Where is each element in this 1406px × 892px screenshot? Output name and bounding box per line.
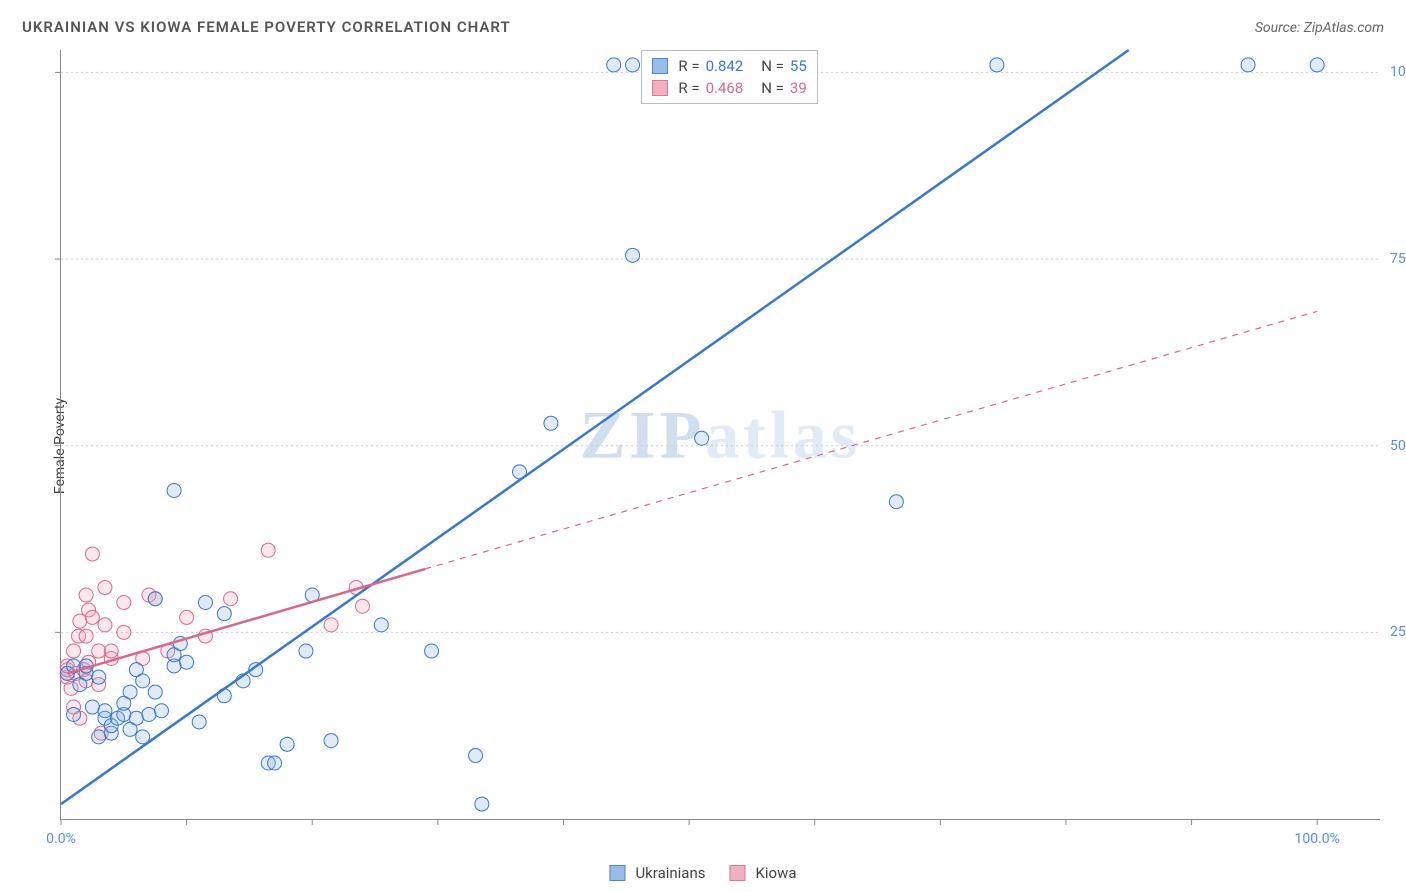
legend-swatch-ukrainians [609,865,625,881]
chart-title: UKRAINIAN VS KIOWA FEMALE POVERTY CORREL… [22,18,511,36]
r-label: R = [678,77,699,99]
r-value-ukrainians: 0.842 [706,55,744,77]
x-tick-label: 0.0% [46,831,76,847]
legend-swatch-kiowa [730,865,746,881]
legend-label-kiowa: Kiowa [756,864,797,882]
legend-label-ukrainians: Ukrainians [635,864,705,882]
correlation-stats-box: R = 0.842 N = 55 R = 0.468 N = 39 [641,50,817,104]
r-label: R = [678,55,699,77]
plot-area: ZIPatlas R = 0.842 N = 55 R = 0.468 N = … [60,50,1380,820]
chart-container: UKRAINIAN VS KIOWA FEMALE POVERTY CORREL… [0,0,1406,892]
n-label: N = [761,77,784,99]
stats-row-kiowa: R = 0.468 N = 39 [652,77,806,99]
legend-item-ukrainians: Ukrainians [609,864,705,882]
y-tick-label: 100.0% [1390,64,1406,80]
source-attribution: Source: ZipAtlas.com [1255,20,1384,36]
x-tick-label: 100.0% [1294,831,1339,847]
n-value-ukrainians: 55 [790,55,807,77]
y-tick-label: 75.0% [1390,251,1406,267]
stats-row-ukrainians: R = 0.842 N = 55 [652,55,806,77]
y-tick-label: 25.0% [1390,624,1406,640]
bottom-legend: Ukrainians Kiowa [609,864,796,882]
legend-item-kiowa: Kiowa [730,864,797,882]
swatch-ukrainians [652,58,668,74]
n-value-kiowa: 39 [790,77,807,99]
r-value-kiowa: 0.468 [706,77,744,99]
chart-svg [61,50,1380,819]
chart-header: UKRAINIAN VS KIOWA FEMALE POVERTY CORREL… [22,18,1384,36]
y-tick-label: 50.0% [1390,438,1406,454]
n-label: N = [761,55,784,77]
swatch-kiowa [652,80,668,96]
